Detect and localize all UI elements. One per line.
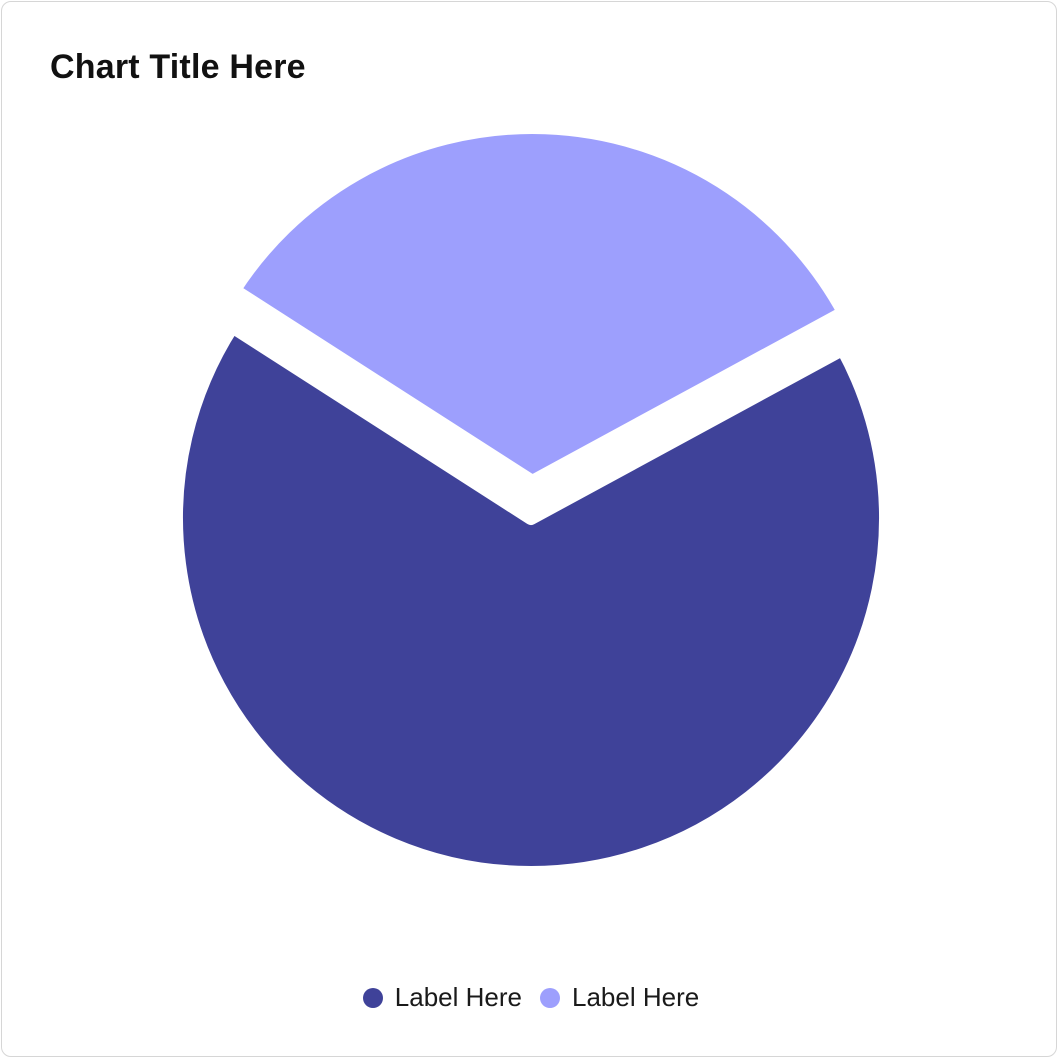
legend-item-2[interactable]: Label Here bbox=[540, 982, 699, 1013]
legend-label-2: Label Here bbox=[572, 982, 700, 1012]
pie-slice-1[interactable] bbox=[169, 319, 893, 880]
pie-slices bbox=[169, 120, 893, 880]
legend-swatch-2 bbox=[540, 987, 560, 1008]
legend-label-1: Label Here bbox=[394, 982, 522, 1012]
pie-slice-2[interactable] bbox=[226, 120, 852, 490]
legend-item-1[interactable]: Label Here bbox=[362, 982, 522, 1013]
chart-title: Chart Title Here bbox=[50, 48, 306, 86]
chart-legend: Label Here Label Here bbox=[2, 982, 1060, 1013]
legend-swatch-1 bbox=[362, 987, 383, 1008]
